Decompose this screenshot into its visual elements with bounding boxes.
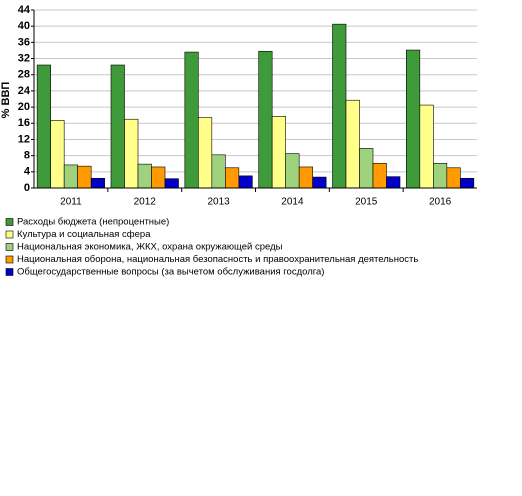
y-tick-label: 36 — [18, 36, 30, 48]
bar — [386, 176, 401, 189]
bar — [77, 165, 92, 189]
legend-label: Культура и социальная сфера — [17, 229, 151, 240]
bar — [372, 163, 387, 189]
bar — [164, 178, 179, 189]
bar — [225, 167, 240, 189]
bar — [137, 163, 152, 189]
bar — [110, 64, 125, 189]
bar — [345, 99, 360, 189]
x-tick-label: 2014 — [281, 197, 304, 208]
legend-label: Национальная оборона, национальная безоп… — [17, 254, 418, 265]
x-tick-label: 2012 — [134, 197, 157, 208]
bar — [359, 148, 374, 189]
bar — [419, 104, 434, 189]
bar — [406, 49, 421, 189]
legend-label: Общегосударственные вопросы (за вычетом … — [17, 267, 324, 278]
bar — [50, 120, 65, 189]
y-tick-label: 8 — [24, 150, 30, 162]
y-tick-label: 32 — [18, 52, 30, 64]
legend-swatch — [5, 243, 14, 251]
bar — [198, 117, 213, 189]
y-tick-label: 44 — [18, 4, 31, 16]
bar — [460, 177, 475, 189]
bar — [298, 166, 313, 189]
legend-label: Национальная экономика, ЖКХ, охрана окру… — [17, 242, 283, 253]
legend-swatch — [5, 230, 14, 239]
legend-swatch — [5, 268, 14, 276]
plot-area — [34, 10, 477, 188]
bar — [238, 175, 253, 189]
bar — [151, 166, 166, 189]
y-tick-label: 0 — [24, 182, 30, 194]
y-axis-label: % ВВП — [0, 82, 12, 119]
bar — [285, 153, 300, 189]
bar — [184, 51, 199, 189]
legend-swatch — [5, 255, 14, 264]
bar — [124, 118, 139, 189]
x-tick-label: 2015 — [355, 197, 378, 208]
bar — [271, 116, 286, 189]
bar — [258, 50, 273, 189]
bar — [312, 176, 327, 189]
bar — [433, 163, 448, 189]
y-tick-label: 28 — [18, 69, 30, 81]
y-tick-label: 12 — [18, 133, 30, 145]
y-tick-label: 16 — [18, 117, 30, 129]
legend-swatch — [5, 218, 14, 226]
y-tick-label: 20 — [18, 101, 30, 113]
y-tick-label: 40 — [18, 20, 30, 32]
y-tick-label: 4 — [24, 166, 31, 178]
y-tick-label: 24 — [18, 85, 31, 97]
bar — [90, 177, 105, 189]
x-tick-label: 2011 — [60, 197, 82, 208]
bar — [36, 64, 51, 189]
bar — [63, 164, 78, 189]
x-tick-label: 2013 — [207, 197, 230, 208]
bar — [446, 167, 461, 189]
bar — [211, 154, 226, 189]
bar — [332, 23, 347, 189]
legend-label: Расходы бюджета (непроцентные) — [17, 217, 169, 228]
x-tick-label: 2016 — [429, 197, 452, 208]
